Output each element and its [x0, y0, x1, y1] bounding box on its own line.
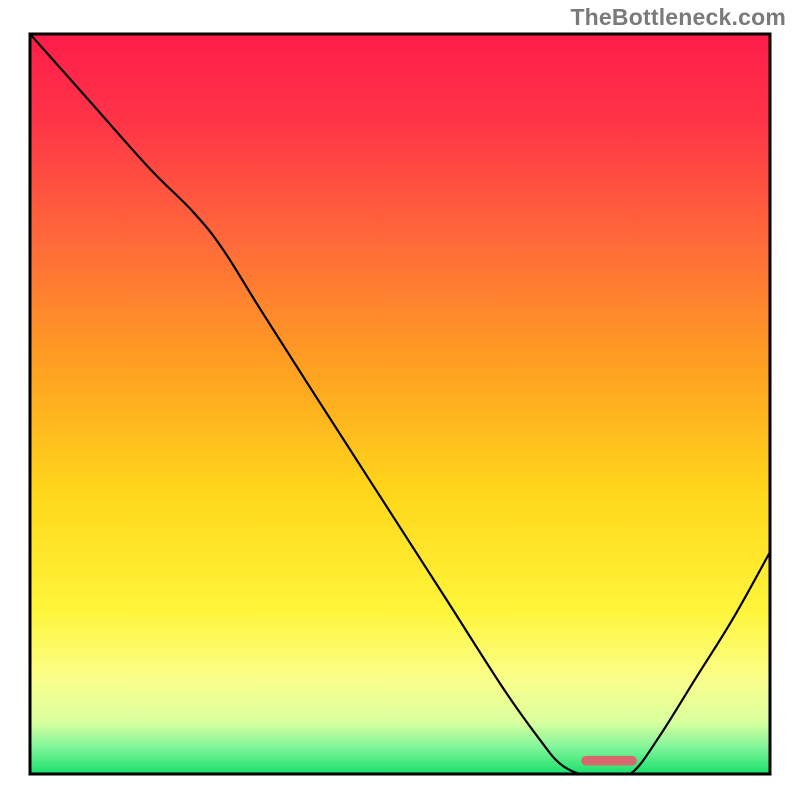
- watermark-text: TheBottleneck.com: [570, 4, 786, 31]
- optimal-marker: [581, 756, 637, 766]
- chart-container: { "meta": { "watermark": "TheBottleneck.…: [0, 0, 800, 800]
- gradient-background: [30, 34, 770, 774]
- bottleneck-chart: [0, 0, 800, 800]
